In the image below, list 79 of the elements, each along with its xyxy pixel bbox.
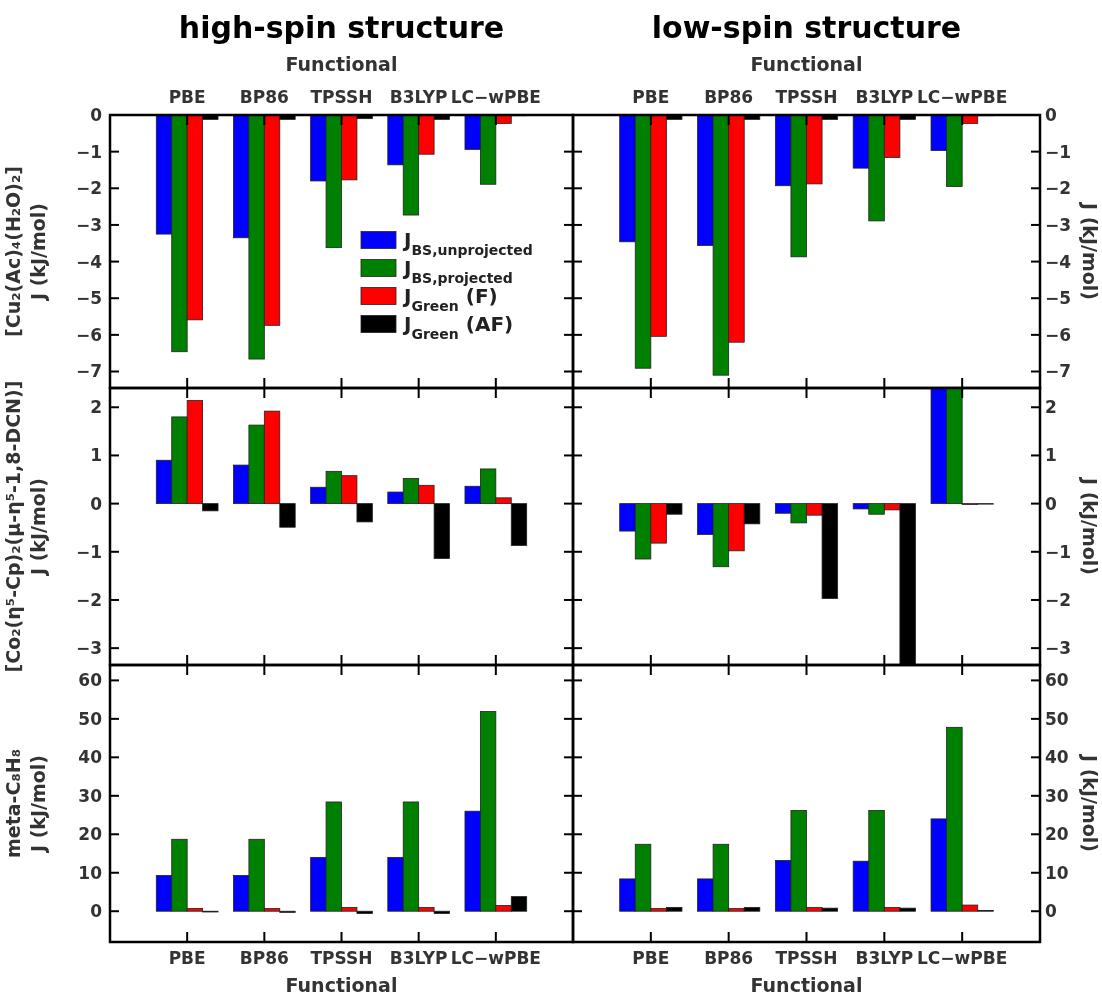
y-tick-label: 10 bbox=[1045, 862, 1069, 883]
y-tick-label: 60 bbox=[78, 670, 103, 691]
x-axis-title: Functional bbox=[750, 53, 863, 75]
y-tick-label: 1 bbox=[90, 445, 102, 466]
y-tick-label: 0 bbox=[1045, 901, 1057, 922]
x-tick-label: LC−wPBE bbox=[917, 87, 1008, 107]
x-axis-title: Functional bbox=[285, 53, 398, 75]
x-tick-label: BP86 bbox=[704, 948, 754, 968]
text: [Co₂(η⁵-Cp)₂(μ-η⁵-1,8-DCN)] bbox=[2, 380, 24, 673]
y-tick-label: −1 bbox=[1045, 141, 1072, 162]
x-tick-label: LC−wPBE bbox=[450, 87, 541, 107]
y-tick-label: 0 bbox=[90, 493, 103, 514]
x-tick-label: PBE bbox=[632, 948, 670, 968]
y-tick-label: 30 bbox=[1045, 785, 1069, 806]
y-tick-label: −2 bbox=[75, 178, 102, 199]
y-axis-title: J (kJ/mol) bbox=[27, 202, 49, 303]
y-tick-label: −7 bbox=[1045, 361, 1072, 382]
y-tick-label: −2 bbox=[75, 589, 102, 610]
y-tick-label: 0 bbox=[90, 104, 103, 125]
y-axis-title: J (kJ/mol) bbox=[1079, 475, 1101, 576]
y-axis-title: J (kJ/mol) bbox=[1079, 200, 1101, 301]
y-tick-label: 40 bbox=[78, 747, 103, 768]
y-tick-label: −2 bbox=[1045, 178, 1072, 199]
x-tick-label: LC−wPBE bbox=[917, 948, 1008, 968]
x-tick-label: B3LYP bbox=[855, 948, 914, 968]
x-tick-label: BP86 bbox=[239, 87, 289, 107]
y-tick-label: 0 bbox=[1045, 493, 1057, 514]
y-tick-label: 10 bbox=[78, 862, 103, 883]
y-tick-label: 50 bbox=[78, 708, 103, 729]
y-tick-label: −1 bbox=[1045, 541, 1072, 562]
y-tick-label: −2 bbox=[1045, 589, 1072, 610]
y-tick-label: −6 bbox=[1045, 324, 1072, 345]
x-tick-label: TPSSH bbox=[775, 948, 838, 968]
y-tick-label: 30 bbox=[78, 785, 103, 806]
y-tick-label: 20 bbox=[78, 824, 103, 845]
y-tick-label: 0 bbox=[1045, 104, 1057, 125]
y-tick-label: 60 bbox=[1045, 670, 1069, 691]
y-tick-label: −1 bbox=[75, 141, 102, 162]
text: [Cu₂(Ac)₄(H₂O)₂] bbox=[2, 166, 24, 337]
x-tick-label: BP86 bbox=[239, 948, 289, 968]
x-axis-title: Functional bbox=[285, 974, 398, 996]
x-tick-label: B3LYP bbox=[389, 948, 448, 968]
y-axis-title: J (kJ/mol) bbox=[27, 754, 49, 855]
y-axis-title: J (kJ/mol) bbox=[27, 477, 49, 578]
chart-title: high-spin structure bbox=[178, 10, 505, 45]
y-tick-label: −4 bbox=[75, 251, 103, 272]
y-tick-label: 2 bbox=[1045, 397, 1057, 418]
y-tick-label: −3 bbox=[75, 214, 102, 235]
y-tick-label: 50 bbox=[1045, 708, 1069, 729]
legend-label: J$_{Green}$ (AF) bbox=[402, 311, 514, 342]
x-tick-label: LC−wPBE bbox=[450, 948, 541, 968]
y-tick-label: −5 bbox=[1045, 288, 1072, 309]
y-tick-label: −3 bbox=[1045, 214, 1072, 235]
y-tick-label: −3 bbox=[75, 638, 102, 659]
y-tick-label: −3 bbox=[1045, 638, 1072, 659]
chart-title: low-spin structure bbox=[651, 10, 962, 45]
x-tick-label: B3LYP bbox=[389, 87, 448, 107]
y-tick-label: 20 bbox=[1045, 824, 1069, 845]
y-axis-title: J (kJ/mol) bbox=[1079, 752, 1101, 853]
x-axis-title: Functional bbox=[750, 974, 863, 996]
x-tick-label: B3LYP bbox=[855, 87, 914, 107]
legend-label: J$_{BS,unprojected}$ bbox=[402, 227, 533, 258]
x-tick-label: PBE bbox=[168, 87, 206, 107]
y-tick-label: −6 bbox=[75, 324, 102, 345]
y-tick-label: 0 bbox=[90, 901, 103, 922]
x-tick-label: TPSSH bbox=[775, 87, 838, 107]
x-tick-label: PBE bbox=[168, 948, 206, 968]
y-tick-label: 2 bbox=[90, 397, 102, 418]
y-tick-label: −1 bbox=[75, 541, 102, 562]
x-tick-label: TPSSH bbox=[310, 948, 373, 968]
y-tick-label: −4 bbox=[1045, 251, 1072, 272]
y-tick-label: 40 bbox=[1045, 747, 1069, 768]
y-tick-label: −7 bbox=[75, 361, 102, 382]
x-tick-label: PBE bbox=[632, 87, 670, 107]
x-tick-label: BP86 bbox=[704, 87, 754, 107]
x-tick-label: TPSSH bbox=[310, 87, 373, 107]
y-tick-label: 1 bbox=[1045, 445, 1057, 466]
text: meta-C₈H₈ bbox=[2, 749, 24, 858]
y-tick-label: −5 bbox=[75, 288, 102, 309]
